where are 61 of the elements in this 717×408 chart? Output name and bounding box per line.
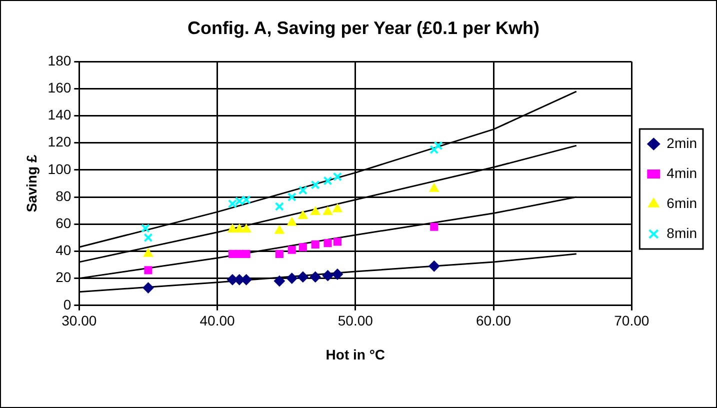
point — [310, 180, 320, 190]
point — [274, 225, 284, 234]
point — [429, 183, 439, 192]
point — [142, 282, 154, 294]
point — [333, 238, 342, 246]
y-tick-label: 100 — [48, 160, 72, 177]
y-tick-label: 160 — [48, 80, 72, 96]
point — [332, 204, 342, 212]
point — [322, 270, 334, 282]
point — [332, 268, 343, 280]
point — [144, 266, 152, 274]
point — [242, 195, 251, 204]
y-tick-label: 20 — [56, 269, 72, 286]
point — [428, 260, 440, 272]
y-tick-label: 0 — [63, 296, 72, 312]
point — [274, 202, 284, 212]
point — [287, 192, 296, 202]
point — [275, 250, 284, 258]
x-tick-label: 50.00 — [338, 312, 374, 329]
point — [234, 196, 244, 206]
point — [287, 217, 297, 226]
y-tick-label: 180 — [48, 52, 72, 68]
point — [242, 250, 250, 258]
y-tick-label: 60 — [56, 214, 72, 231]
point — [297, 271, 308, 282]
x-tick-label: 70.00 — [614, 312, 650, 329]
point — [298, 210, 308, 220]
point — [430, 145, 439, 154]
point — [434, 141, 443, 150]
point — [430, 222, 438, 231]
point — [228, 199, 238, 208]
legend-label: 4min — [666, 164, 698, 181]
point — [143, 248, 154, 257]
chart-title: Config. A, Saving per Year (£0.1 per Kwh) — [187, 18, 540, 38]
point — [286, 272, 298, 284]
point — [310, 271, 321, 282]
x-tick-label: 30.00 — [62, 312, 97, 329]
point — [228, 224, 238, 233]
point — [274, 276, 285, 287]
point — [311, 240, 320, 248]
point — [310, 206, 320, 215]
point — [288, 246, 296, 254]
legend-label: 6min — [666, 194, 698, 211]
legend-label: 2min — [666, 134, 698, 151]
x-tick-label: 60.00 — [476, 312, 512, 329]
point — [332, 172, 342, 182]
x-tick-label: 40.00 — [200, 312, 236, 329]
y-tick-label: 140 — [48, 106, 72, 123]
point — [234, 224, 244, 233]
y-tick-label: 120 — [48, 134, 72, 150]
y-tick-label: 80 — [56, 188, 72, 204]
legend-label: 8min — [666, 224, 698, 241]
point — [324, 239, 332, 248]
y-tick-label: 40 — [56, 242, 72, 258]
point — [322, 206, 333, 215]
point — [323, 176, 332, 186]
x-axis-title: Hot in °C — [326, 346, 386, 362]
point — [241, 224, 252, 233]
y-axis-title: Saving £ — [23, 154, 40, 212]
point — [298, 243, 307, 252]
point — [298, 186, 308, 195]
